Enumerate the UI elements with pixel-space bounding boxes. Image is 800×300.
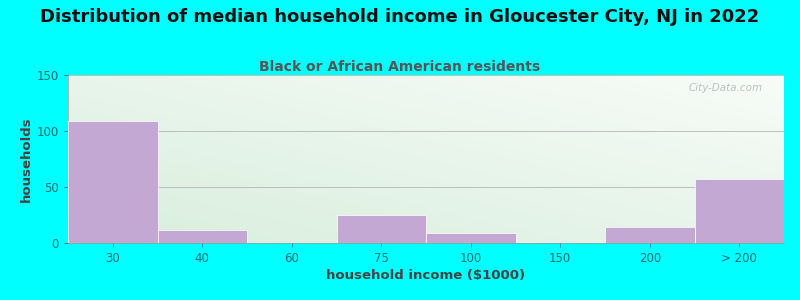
Text: Distribution of median household income in Gloucester City, NJ in 2022: Distribution of median household income … [40, 8, 760, 26]
X-axis label: household income ($1000): household income ($1000) [326, 269, 526, 282]
Text: City-Data.com: City-Data.com [688, 83, 762, 93]
Text: Black or African American residents: Black or African American residents [259, 60, 541, 74]
Y-axis label: households: households [19, 116, 33, 202]
Bar [68, 121, 158, 243]
Bar [337, 215, 426, 243]
Bar [694, 179, 784, 243]
Bar [426, 233, 515, 243]
Bar [158, 230, 247, 243]
Bar [605, 227, 694, 243]
